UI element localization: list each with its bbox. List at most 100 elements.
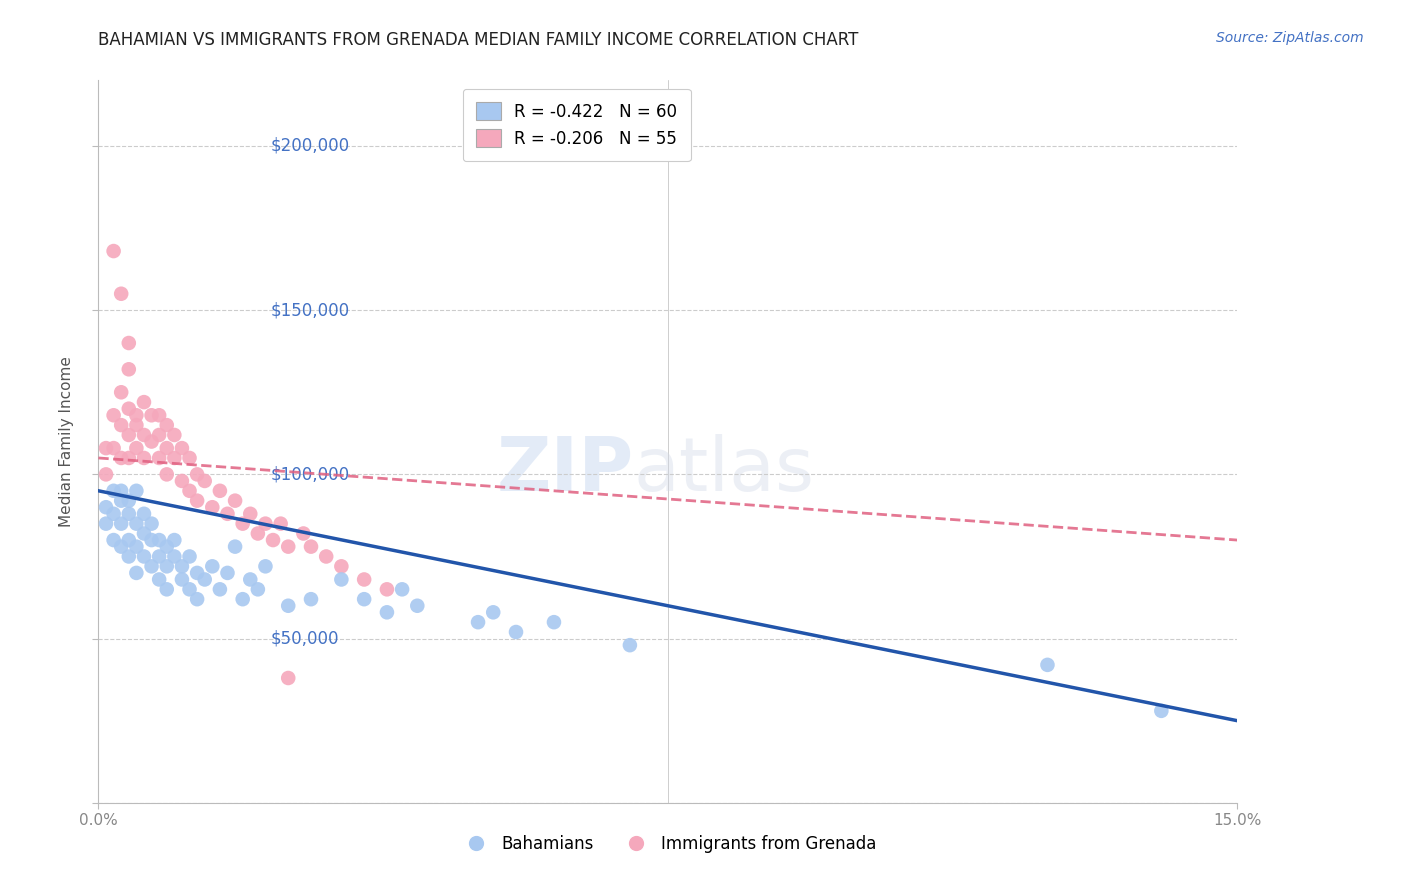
Point — [125, 540, 148, 554]
Point — [467, 615, 489, 630]
Point — [110, 493, 132, 508]
Point — [132, 526, 155, 541]
Point — [118, 336, 141, 351]
Point — [163, 549, 186, 564]
Point — [148, 428, 170, 442]
Point — [201, 559, 224, 574]
Point — [103, 244, 125, 258]
Text: $150,000: $150,000 — [270, 301, 350, 319]
Point — [94, 467, 117, 482]
Point — [103, 409, 125, 423]
Point — [103, 507, 125, 521]
Point — [375, 582, 398, 597]
Point — [254, 559, 277, 574]
Point — [141, 516, 163, 531]
Point — [224, 540, 246, 554]
Point — [232, 516, 254, 531]
Point — [94, 441, 117, 455]
Point — [330, 559, 353, 574]
Point — [94, 516, 117, 531]
Point — [391, 582, 413, 597]
Point — [208, 582, 231, 597]
Point — [110, 540, 132, 554]
Point — [103, 441, 125, 455]
Point — [179, 582, 201, 597]
Point — [163, 428, 186, 442]
Point — [110, 483, 132, 498]
Point — [292, 526, 315, 541]
Point — [118, 450, 141, 465]
Point — [353, 573, 375, 587]
Point — [217, 566, 239, 580]
Point — [163, 533, 186, 547]
Point — [299, 540, 322, 554]
Point — [179, 450, 201, 465]
Point — [208, 483, 231, 498]
Point — [254, 516, 277, 531]
Point — [170, 559, 193, 574]
Point — [194, 474, 217, 488]
Point — [299, 592, 322, 607]
Point — [148, 409, 170, 423]
Point — [103, 483, 125, 498]
Text: $200,000: $200,000 — [270, 137, 350, 155]
Point — [156, 467, 179, 482]
Point — [406, 599, 429, 613]
Point — [132, 549, 155, 564]
Point — [110, 516, 132, 531]
Point — [118, 533, 141, 547]
Point — [156, 559, 179, 574]
Point — [125, 418, 148, 433]
Point — [141, 409, 163, 423]
Point — [118, 362, 141, 376]
Point — [132, 395, 155, 409]
Point — [110, 385, 132, 400]
Point — [110, 418, 132, 433]
Point — [110, 450, 132, 465]
Point — [330, 573, 353, 587]
Point — [148, 450, 170, 465]
Point — [132, 428, 155, 442]
Point — [125, 409, 148, 423]
Point — [110, 286, 132, 301]
Point — [315, 549, 337, 564]
Point — [118, 549, 141, 564]
Point — [217, 507, 239, 521]
Text: Source: ZipAtlas.com: Source: ZipAtlas.com — [1216, 31, 1364, 45]
Point — [94, 500, 117, 515]
Point — [277, 599, 299, 613]
Point — [170, 573, 193, 587]
Point — [186, 467, 208, 482]
Point — [156, 441, 179, 455]
Point — [141, 559, 163, 574]
Point — [170, 474, 193, 488]
Text: ZIP: ZIP — [496, 434, 634, 507]
Point — [246, 526, 269, 541]
Point — [148, 533, 170, 547]
Text: BAHAMIAN VS IMMIGRANTS FROM GRENADA MEDIAN FAMILY INCOME CORRELATION CHART: BAHAMIAN VS IMMIGRANTS FROM GRENADA MEDI… — [98, 31, 859, 49]
Point — [125, 516, 148, 531]
Point — [224, 493, 246, 508]
Point — [353, 592, 375, 607]
Point — [156, 418, 179, 433]
Point — [619, 638, 641, 652]
Point — [118, 428, 141, 442]
Point — [1036, 657, 1059, 672]
Point — [179, 549, 201, 564]
Legend: Bahamians, Immigrants from Grenada: Bahamians, Immigrants from Grenada — [453, 828, 883, 860]
Point — [170, 441, 193, 455]
Point — [148, 549, 170, 564]
Text: $50,000: $50,000 — [270, 630, 339, 648]
Point — [125, 441, 148, 455]
Point — [186, 592, 208, 607]
Point — [186, 493, 208, 508]
Y-axis label: Median Family Income: Median Family Income — [59, 356, 75, 527]
Point — [132, 507, 155, 521]
Point — [277, 540, 299, 554]
Point — [277, 671, 299, 685]
Point — [239, 573, 262, 587]
Point — [118, 401, 141, 416]
Text: atlas: atlas — [634, 434, 814, 507]
Point — [118, 493, 141, 508]
Point — [156, 540, 179, 554]
